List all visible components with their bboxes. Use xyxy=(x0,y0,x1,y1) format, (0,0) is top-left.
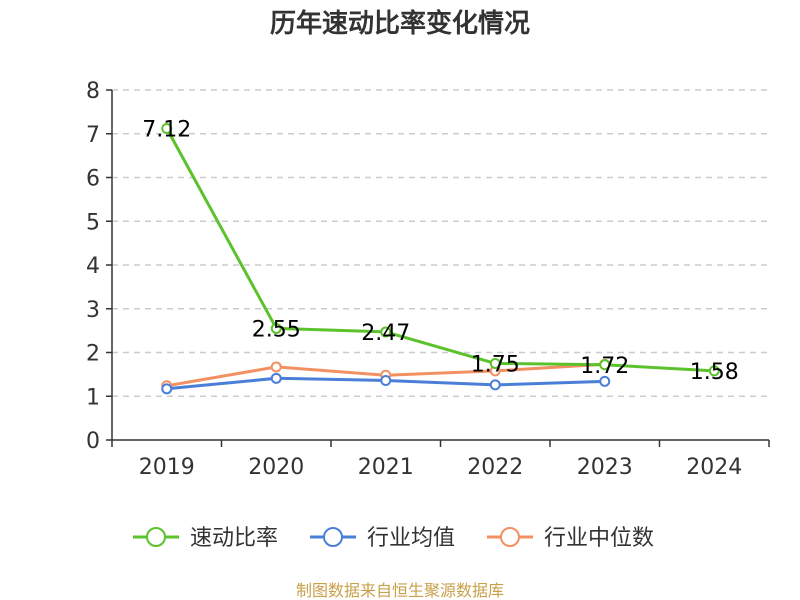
y-tick-label: 2 xyxy=(86,342,100,367)
y-tick-label: 3 xyxy=(86,298,100,323)
data-labels: 7.12 2.55 2.47 1.75 1.72 1.58 xyxy=(142,118,738,385)
x-tick-label-2020: 2020 xyxy=(248,455,304,480)
legend-swatch-marker xyxy=(323,527,343,547)
y-tick-label: 5 xyxy=(86,210,100,235)
legend-label: 行业均值 xyxy=(367,526,455,551)
chart-title: 历年速动比率变化情况 xyxy=(270,8,530,39)
series-line-0 xyxy=(165,127,715,373)
data-point-1-2019 xyxy=(161,383,173,395)
legend-swatch-marker xyxy=(500,527,520,547)
y-tick-label: 1 xyxy=(86,385,100,410)
legend-label: 行业中位数 xyxy=(544,526,654,551)
y-tick-label: 6 xyxy=(86,167,100,192)
data-point-0-2020 xyxy=(270,322,282,334)
data-point-1-2020 xyxy=(270,372,282,384)
legend-item-2[interactable]: 行业中位数 xyxy=(487,526,654,551)
y-tick-label: 8 xyxy=(86,79,100,104)
data-label-2022: 1.75 xyxy=(471,352,520,377)
data-label-2019: 7.12 xyxy=(142,118,191,143)
data-point-1-2021 xyxy=(380,375,392,386)
axes: 0 1 2 3 4 5 6 7 8 2019 2020 2021 2022 2023 2024 xyxy=(86,79,770,480)
legend[interactable]: 速动比率 行业均值 行业中位数 xyxy=(133,526,654,551)
x-tick-label-2024: 2024 xyxy=(686,455,742,480)
data-label-2023: 1.72 xyxy=(580,354,629,379)
data-point-0-2022 xyxy=(489,357,501,369)
data-point-0-2021 xyxy=(380,326,392,338)
data-label-2020: 2.55 xyxy=(252,317,301,342)
data-point-1-2023 xyxy=(599,375,611,387)
data-point-0-2024 xyxy=(708,365,720,377)
y-tick-label: 7 xyxy=(86,123,100,148)
y-tick-label: 4 xyxy=(86,254,100,279)
data-point-0-2023 xyxy=(599,359,611,371)
legend-item-1[interactable]: 行业均值 xyxy=(310,526,455,551)
data-label-2024: 1.58 xyxy=(690,360,739,385)
legend-label: 速动比率 xyxy=(190,526,278,551)
data-point-0-2019 xyxy=(161,123,173,134)
x-tick-label-2021: 2021 xyxy=(358,455,414,480)
source-note: 制图数据来自恒生聚源数据库 xyxy=(296,581,504,600)
series-group xyxy=(161,123,720,395)
data-label-2021: 2.47 xyxy=(361,321,410,346)
grid xyxy=(112,89,769,397)
x-tick-label-2023: 2023 xyxy=(577,455,633,480)
data-point-1-2022 xyxy=(489,379,501,391)
x-tick-label-2019: 2019 xyxy=(139,455,195,480)
legend-item-0[interactable]: 速动比率 xyxy=(133,526,278,551)
x-tick-label-2022: 2022 xyxy=(467,455,523,480)
y-tick-label: 0 xyxy=(86,429,100,454)
data-point-2-2020 xyxy=(270,361,282,373)
legend-swatch-marker xyxy=(146,527,166,547)
